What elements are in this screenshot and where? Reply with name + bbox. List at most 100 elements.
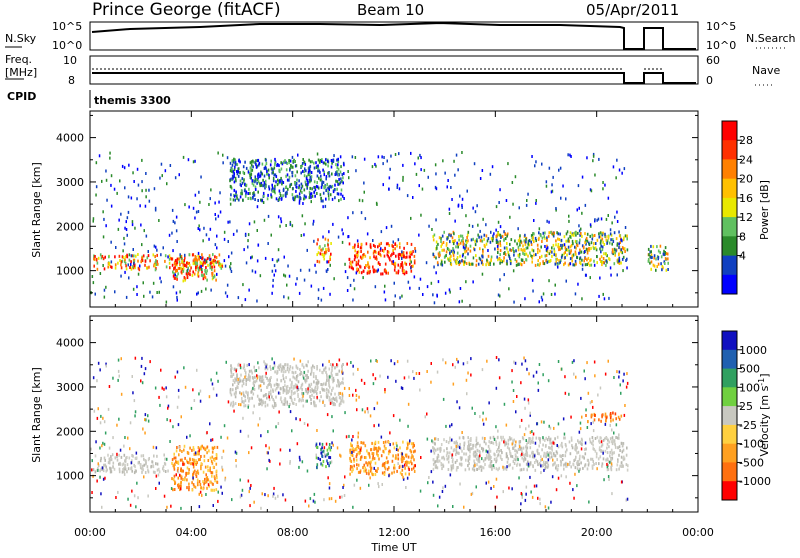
scatter-cell bbox=[394, 243, 396, 246]
scatter-cell bbox=[347, 289, 349, 292]
scatter-cell bbox=[650, 250, 652, 253]
scatter-cell bbox=[259, 162, 261, 165]
scatter-cell bbox=[143, 458, 145, 461]
scatter-cell bbox=[509, 216, 511, 219]
scatter-cell bbox=[362, 442, 364, 445]
scatter-cell bbox=[561, 474, 563, 477]
scatter-cell bbox=[526, 448, 528, 451]
scatter-cell bbox=[483, 460, 485, 463]
scatter-cell bbox=[380, 273, 382, 276]
scatter-cell bbox=[474, 162, 476, 165]
scatter-cell bbox=[240, 479, 242, 482]
scatter-cell bbox=[602, 246, 604, 249]
scatter-cell bbox=[367, 261, 369, 264]
scatter-cell bbox=[178, 453, 180, 456]
colorbar-swatch bbox=[722, 331, 737, 350]
scatter-cell bbox=[333, 429, 335, 432]
scatter-cell bbox=[260, 389, 262, 392]
scatter-cell bbox=[176, 240, 178, 243]
scatter-cell bbox=[301, 399, 303, 402]
scatter-cell bbox=[665, 257, 667, 260]
scatter-cell bbox=[459, 300, 461, 303]
scatter-cell bbox=[136, 482, 138, 485]
scatter-cell bbox=[187, 467, 189, 470]
scatter-cell bbox=[594, 218, 596, 221]
scatter-cell bbox=[240, 495, 242, 498]
scatter-cell bbox=[443, 438, 445, 441]
scatter-cell bbox=[278, 383, 280, 386]
scatter-cell bbox=[301, 234, 303, 237]
scatter-cell bbox=[188, 486, 190, 489]
scatter-cell bbox=[533, 249, 535, 252]
scatter-cell bbox=[543, 461, 545, 464]
scatter-cell bbox=[335, 180, 337, 183]
scatter-cell bbox=[478, 263, 480, 266]
scatter-cell bbox=[474, 240, 476, 243]
scatter-cell bbox=[354, 249, 356, 252]
scatter-cell bbox=[330, 363, 332, 366]
scatter-cell bbox=[391, 472, 393, 475]
scatter-cell bbox=[155, 246, 157, 249]
scatter-cell bbox=[594, 414, 596, 417]
scatter-cell bbox=[97, 268, 99, 271]
scatter-cell bbox=[461, 204, 463, 207]
scatter-cell bbox=[342, 392, 344, 395]
scatter-cell bbox=[522, 252, 524, 255]
scatter-cell bbox=[337, 446, 339, 449]
scatter-cell bbox=[378, 269, 380, 272]
scatter-cell bbox=[263, 401, 265, 404]
scatter-cell bbox=[245, 383, 247, 386]
scatter-cell bbox=[115, 456, 117, 459]
scatter-cell bbox=[479, 230, 481, 233]
scatter-cell bbox=[216, 463, 218, 466]
scatter-cell bbox=[212, 272, 214, 275]
scatter-cell bbox=[267, 494, 269, 497]
scatter-cell bbox=[650, 268, 652, 271]
scatter-cell bbox=[407, 194, 409, 197]
scatter-cell bbox=[467, 436, 469, 439]
scatter-cell bbox=[149, 200, 151, 203]
scatter-cell bbox=[539, 249, 541, 252]
scatter-cell bbox=[474, 412, 476, 415]
scatter-cell bbox=[261, 199, 263, 202]
scatter-cell bbox=[548, 231, 550, 234]
scatter-cell bbox=[340, 165, 342, 168]
scatter-cell bbox=[557, 266, 559, 269]
scatter-cell bbox=[349, 387, 351, 390]
scatter-cell bbox=[442, 490, 444, 493]
scatter-cell bbox=[194, 217, 196, 220]
scatter-cell bbox=[99, 368, 101, 371]
scatter-cell bbox=[261, 173, 263, 176]
scatter-cell bbox=[440, 450, 442, 453]
scatter-cell bbox=[326, 459, 328, 462]
scatter-cell bbox=[394, 464, 396, 467]
scatter-cell bbox=[588, 392, 590, 395]
scatter-cell bbox=[332, 387, 334, 390]
scatter-cell bbox=[462, 237, 464, 240]
scatter-cell bbox=[226, 361, 228, 364]
scatter-cell bbox=[432, 481, 434, 484]
scatter-cell bbox=[306, 177, 308, 180]
scatter-cell bbox=[214, 489, 216, 492]
scatter-cell bbox=[193, 466, 195, 469]
scatter-cell bbox=[296, 170, 298, 173]
scatter-cell bbox=[263, 395, 265, 398]
scatter-cell bbox=[258, 424, 260, 427]
y-tick-label: 3000 bbox=[56, 381, 84, 394]
scatter-cell bbox=[322, 236, 324, 239]
scatter-cell bbox=[274, 274, 276, 277]
scatter-cell bbox=[156, 455, 158, 458]
scatter-cell bbox=[554, 253, 556, 256]
scatter-cell bbox=[616, 370, 618, 373]
scatter-cell bbox=[373, 382, 375, 385]
scatter-cell bbox=[390, 254, 392, 257]
scatter-cell bbox=[292, 174, 294, 177]
scatter-cell bbox=[506, 465, 508, 468]
scatter-cell bbox=[236, 197, 238, 200]
scatter-cell bbox=[107, 454, 109, 457]
scatter-cell bbox=[619, 371, 621, 374]
scatter-cell bbox=[315, 271, 317, 274]
scatter-cell bbox=[543, 235, 545, 238]
scatter-cell bbox=[580, 461, 582, 464]
scatter-cell bbox=[148, 470, 150, 473]
